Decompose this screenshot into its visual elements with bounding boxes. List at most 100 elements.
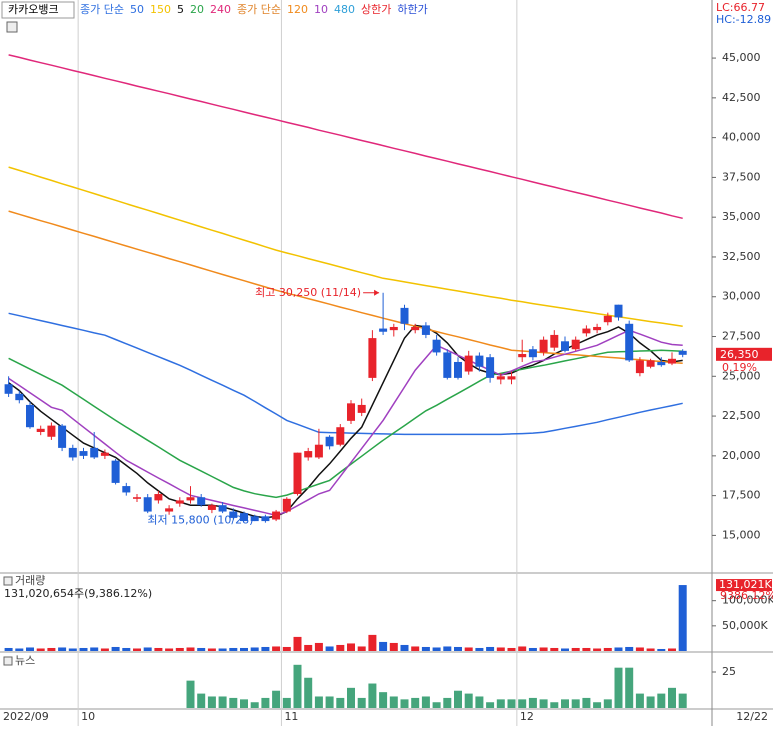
y-tick-label: 17,500 (722, 489, 761, 502)
candle-body (528, 349, 537, 358)
moving-average-line (8, 324, 683, 519)
legend-entry: 20 (190, 3, 204, 16)
candle-body (561, 341, 569, 351)
moving-average-line (8, 329, 683, 517)
bar (421, 646, 430, 651)
high-arrow-head (374, 289, 380, 296)
bar (678, 693, 687, 708)
bar (603, 647, 612, 651)
bar (668, 687, 676, 708)
x-tick-label: 12 (520, 710, 534, 723)
bar (347, 643, 355, 651)
bar (240, 699, 248, 708)
candle-body (165, 508, 174, 512)
x-tick-label: 11 (284, 710, 298, 723)
candle-body (26, 404, 34, 428)
candle-body (454, 361, 462, 378)
candle-body (229, 511, 238, 518)
bar (111, 646, 120, 651)
bar (336, 697, 345, 708)
bar (389, 642, 398, 651)
y-tick-label: 42,500 (722, 91, 761, 104)
bar (379, 692, 388, 708)
bar (261, 697, 270, 708)
candle-body (614, 304, 623, 318)
candle-body (400, 307, 409, 324)
bar (518, 699, 527, 708)
candle-body (593, 326, 602, 331)
candle-body (518, 354, 527, 358)
candle-body (389, 326, 398, 331)
panel-title: 뉴스 (15, 654, 35, 667)
y-tick-label: 40,000 (722, 131, 761, 144)
bar (432, 647, 441, 651)
bar (678, 585, 687, 651)
bar (325, 696, 334, 708)
bar (411, 697, 420, 708)
candle-body (314, 444, 323, 458)
bar (454, 646, 462, 651)
candle-body (100, 452, 109, 456)
bar (304, 644, 313, 651)
moving-average-line (8, 312, 683, 436)
bar (561, 699, 569, 708)
candle-body (186, 497, 195, 501)
candle-body (58, 425, 67, 448)
candle-body (443, 352, 452, 378)
bar (229, 697, 238, 708)
candle-body (207, 505, 216, 510)
candle-body (507, 376, 516, 380)
limit-label: 상한가 (361, 3, 391, 16)
bar (400, 644, 409, 651)
bar (90, 647, 99, 651)
bar (197, 693, 206, 708)
candle-body (421, 325, 430, 335)
hc-label: HC:-12.89 (716, 13, 771, 26)
change-label: 0.19% (722, 361, 757, 374)
limit-label: 하한가 (397, 2, 427, 16)
bar (411, 646, 420, 651)
candle-body (539, 339, 548, 353)
moving-average-line (8, 166, 683, 327)
bar (400, 699, 409, 708)
candle-body (550, 334, 559, 348)
y-tick-label: 22,500 (722, 409, 761, 422)
bar (614, 647, 623, 651)
bar (325, 646, 334, 651)
bar (68, 648, 77, 651)
candle-body (625, 323, 634, 361)
legend-group: 종가 단순 (80, 3, 124, 16)
bar (15, 648, 24, 651)
candle-body (122, 486, 131, 493)
bar (186, 647, 195, 651)
candle-body (175, 500, 184, 504)
bar (261, 646, 270, 651)
bar (250, 647, 259, 651)
x-tick-label: 2022/09 (3, 710, 49, 723)
bar (165, 648, 174, 651)
bar (272, 690, 281, 708)
bar (657, 648, 666, 651)
lc-label: LC:66.77 (716, 1, 765, 14)
bar (282, 646, 291, 651)
last-change-label: 9386.12% (720, 589, 773, 602)
y-tick-label: 100,000K (722, 594, 773, 607)
bar (454, 690, 462, 708)
bar (571, 647, 580, 651)
title-box (1, 1, 75, 19)
panel-title: 거래량 (15, 574, 45, 587)
y-tick-label: 25,000 (722, 369, 761, 382)
bar (603, 699, 612, 708)
candle-body (282, 498, 291, 512)
panel-icon (3, 576, 13, 586)
bar (475, 696, 484, 708)
bar (272, 646, 281, 651)
legend-entry: 120 (287, 3, 308, 16)
candle-body (368, 338, 377, 378)
bar (550, 647, 559, 651)
candle-body (293, 452, 302, 495)
low-annotation: 최저 15,800 (10/28) (147, 514, 253, 527)
candle-body (347, 403, 355, 421)
y-tick-label: 25 (722, 665, 736, 678)
bar (26, 647, 34, 651)
